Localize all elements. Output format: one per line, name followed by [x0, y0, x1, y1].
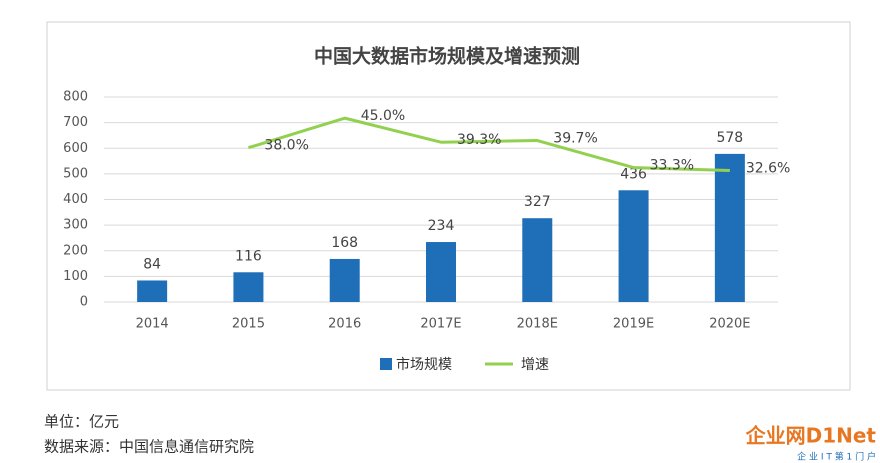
bar: [426, 242, 456, 302]
y-tick-label: 600: [63, 141, 88, 156]
footer-source: 数据来源：中国信息通信研究院: [44, 438, 254, 456]
bar: [522, 218, 553, 302]
x-tick-label: 2018E: [517, 317, 558, 332]
y-tick-label: 200: [63, 243, 88, 258]
y-tick-label: 700: [63, 115, 88, 130]
line-value-label: 39.3%: [457, 132, 501, 148]
line-value-label: 33.3%: [650, 158, 694, 174]
x-tick-label: 2020E: [709, 317, 750, 332]
y-tick-label: 400: [63, 192, 88, 207]
bar: [137, 280, 168, 302]
bar-value-label: 578: [716, 130, 743, 146]
bar: [618, 190, 649, 302]
bar-value-label: 436: [620, 166, 647, 182]
legend-label: 市场规模: [396, 356, 452, 373]
bar-value-label: 116: [235, 248, 262, 264]
x-tick-label: 2014: [136, 317, 169, 332]
legend-swatch: [380, 358, 392, 370]
logo-name: 企业网D1Net: [745, 424, 877, 448]
bar-value-label: 327: [524, 194, 551, 210]
x-tick-label: 2016: [328, 317, 361, 332]
footer-unit: 单位：亿元: [44, 413, 119, 431]
line: [247, 116, 730, 173]
bar-value-label: 168: [331, 235, 358, 251]
bar: [714, 153, 745, 302]
y-tick-label: 800: [63, 90, 88, 105]
bar: [233, 272, 264, 302]
bar-value-label: 84: [143, 256, 161, 272]
bar: [329, 258, 360, 302]
bar-value-label: 234: [428, 218, 455, 234]
x-tick-label: 2019E: [613, 317, 654, 332]
y-tick-label: 300: [63, 218, 88, 233]
chart-title: 中国大数据市场规模及增速预测: [314, 45, 580, 68]
legend-label: 增速: [521, 357, 549, 373]
y-tick-label: 500: [63, 166, 88, 181]
x-tick-label: 2017E: [420, 317, 461, 332]
y-tick-label: 100: [63, 269, 88, 284]
x-tick-label: 2015: [232, 317, 265, 332]
logo-slogan: 企 业 I T 第 1 门 户: [797, 451, 876, 463]
y-tick-label: 0: [80, 295, 88, 310]
line-value-label: 39.7%: [553, 131, 597, 147]
line-value-label: 32.6%: [746, 161, 790, 177]
line-value-label: 45.0%: [361, 108, 405, 124]
line-value-label: 38.0%: [264, 138, 308, 154]
